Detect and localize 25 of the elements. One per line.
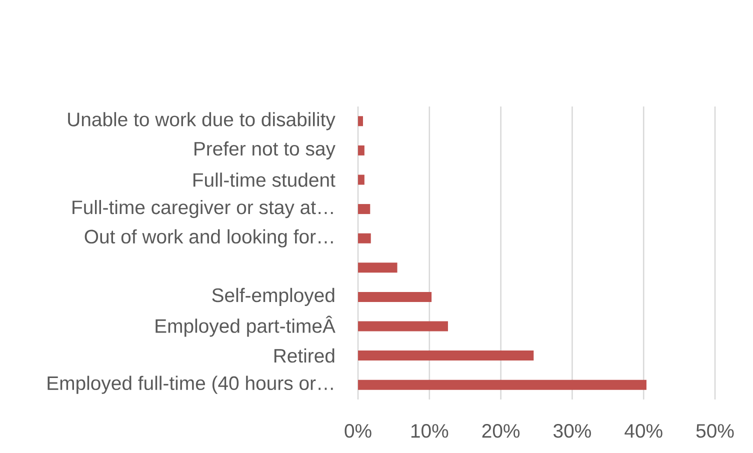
x-tick-label: 40%	[624, 424, 662, 438]
y-tick-label: Out of work and looking for…	[84, 229, 333, 248]
bar	[358, 321, 448, 332]
bar	[358, 204, 370, 214]
y-tick-label: Prefer not to say	[194, 141, 336, 160]
x-tick-label: 10%	[411, 424, 448, 438]
bar	[358, 233, 371, 244]
y-tick-label: Full-time caregiver or stay at…	[72, 200, 333, 218]
bar	[358, 380, 646, 390]
x-tick-label: 50%	[696, 424, 734, 438]
y-tick-label: Employed part-timeÂ	[156, 316, 336, 337]
y-tick-label: Self-employed	[212, 288, 334, 306]
bar	[358, 174, 364, 185]
x-tick-label: 20%	[482, 424, 520, 438]
bar	[358, 145, 364, 156]
y-tick-label: Unable to work due to disability	[68, 112, 336, 130]
bar	[358, 350, 534, 361]
y-tick-label: Retired	[274, 348, 334, 363]
bar	[358, 262, 398, 273]
y-tick-label: Full-time student	[193, 172, 336, 187]
bar	[358, 292, 432, 302]
y-tick-label: Employed full-time (40 hours or…	[48, 376, 333, 394]
x-tick-label: 30%	[554, 424, 591, 438]
bar	[358, 116, 364, 126]
x-tick-label: 0%	[344, 424, 372, 438]
